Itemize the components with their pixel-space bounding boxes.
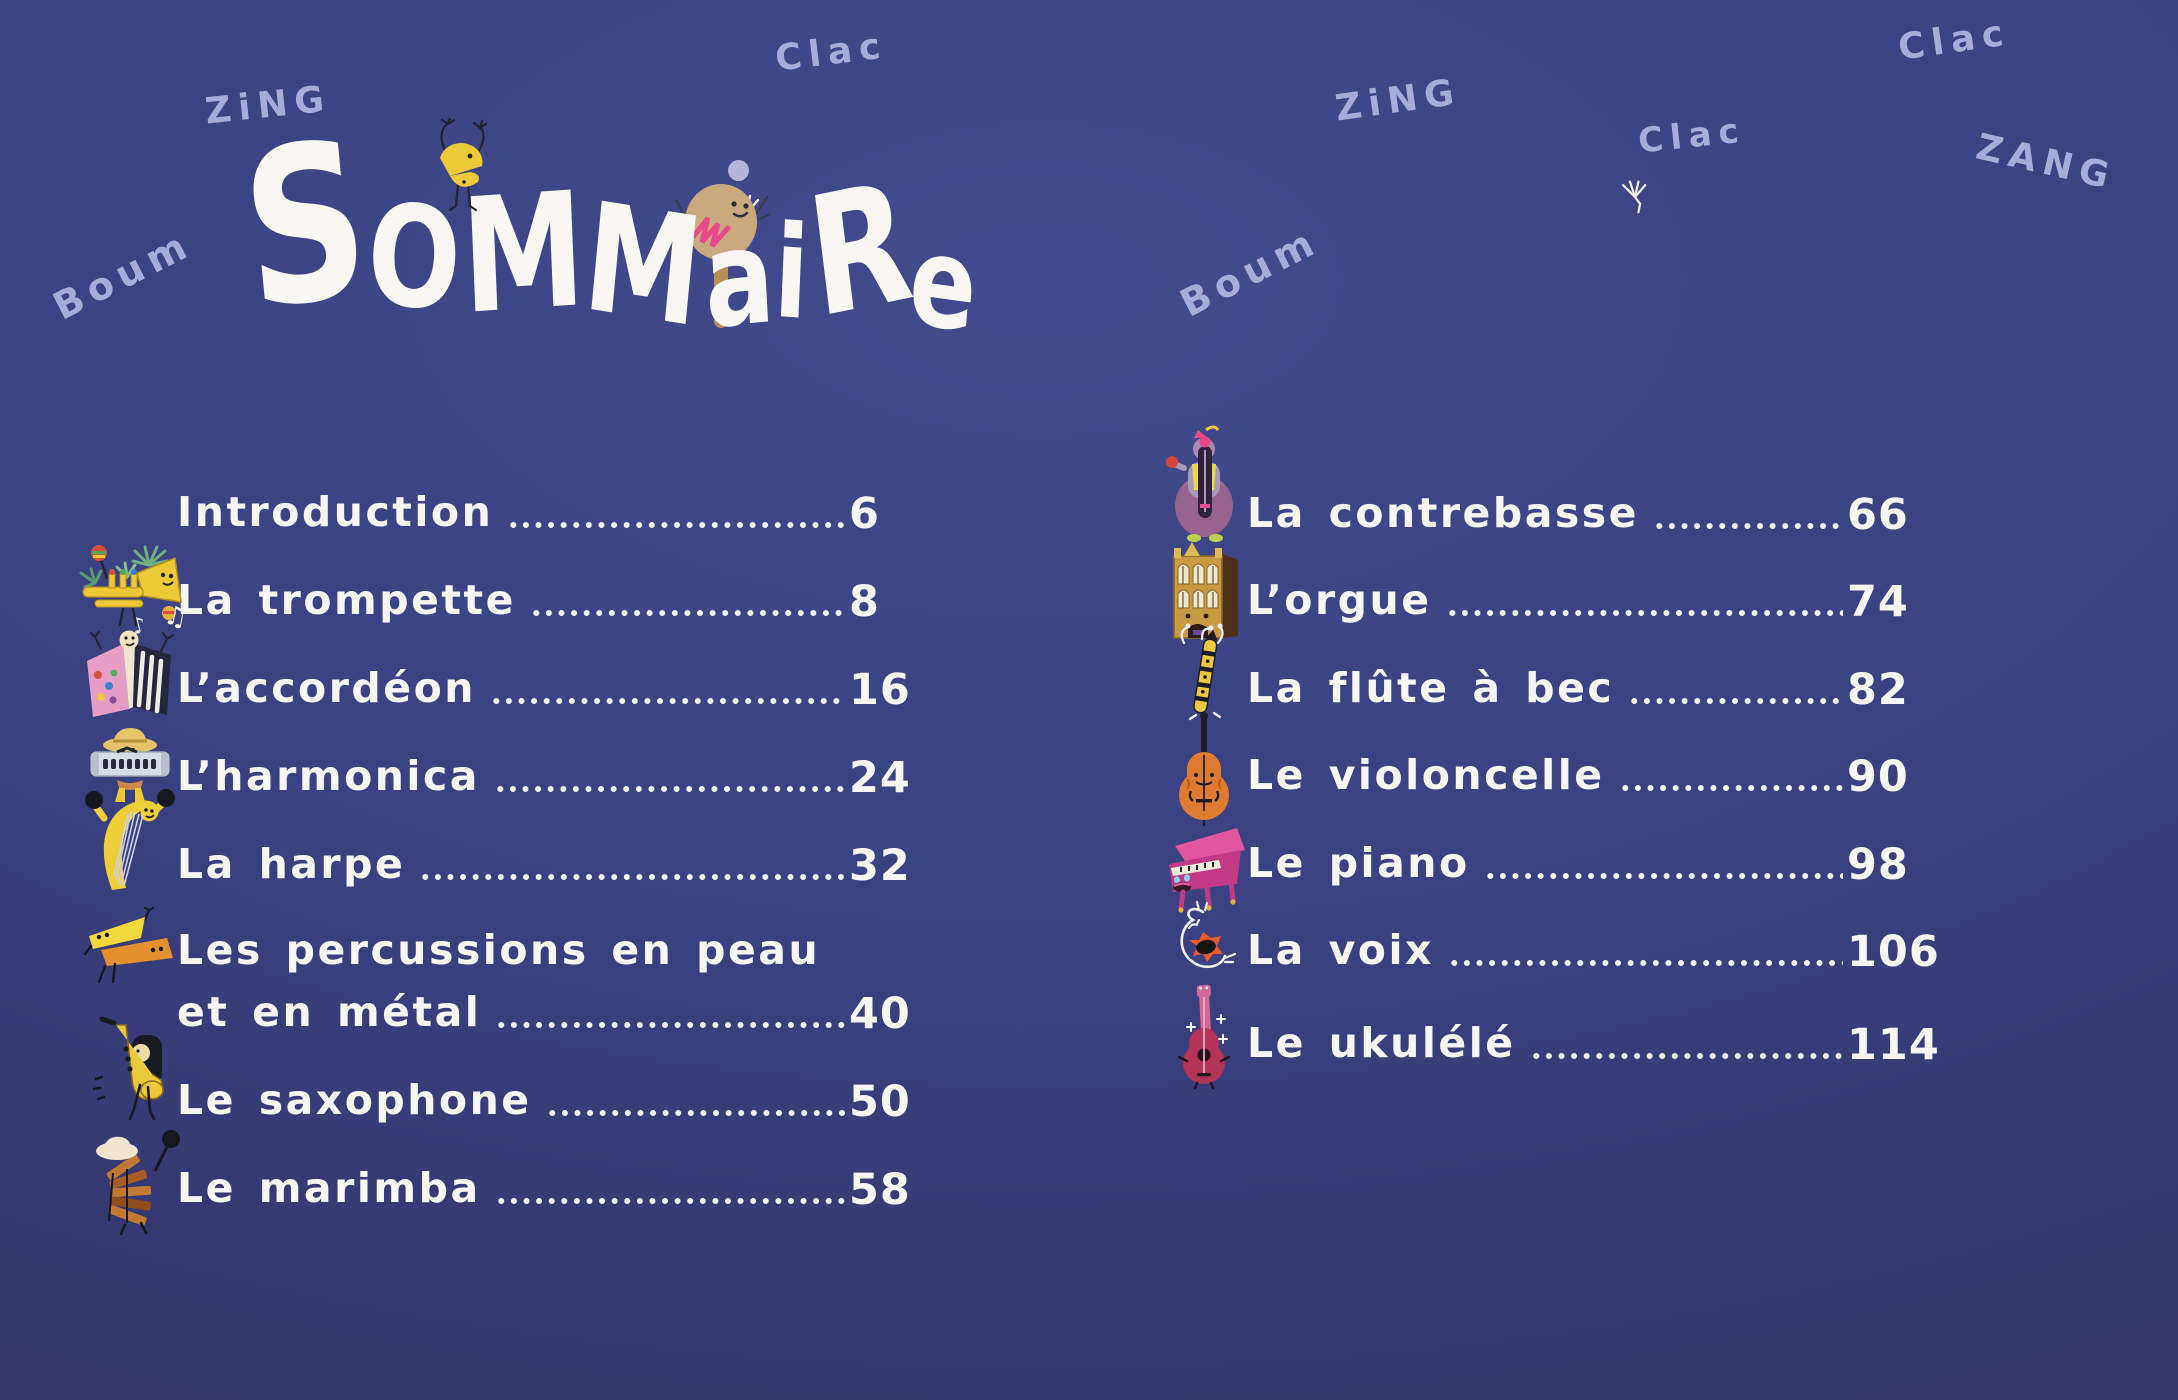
- leader-dots: [493, 784, 845, 794]
- toc-entry-label-line2: et en métal: [177, 988, 482, 1036]
- toc-entry-label: Introduction: [177, 488, 494, 536]
- trumpet-icon: [79, 543, 182, 629]
- toc-row-voix[interactable]: La voix 106: [1163, 900, 1940, 994]
- toc-entry-label: Le ukulélé: [1247, 1019, 1516, 1067]
- marimba-icon: [85, 1129, 180, 1236]
- contrebasse-icon: [1163, 422, 1247, 544]
- toc-row-violoncelle[interactable]: Le violoncelle 90: [1163, 712, 1921, 826]
- harmonica-icon: [85, 722, 177, 806]
- onomatopoeia-boum-left: Boum: [46, 221, 200, 329]
- toc-entry-label: L’harmonica: [177, 752, 480, 800]
- title-letter: M: [577, 170, 710, 362]
- leader-dots: [419, 872, 845, 882]
- toc-entry-label: Le marimba: [177, 1164, 481, 1212]
- toc-row-contrebasse[interactable]: La contrebasse 66: [1163, 425, 1921, 557]
- leader-dots: [1483, 871, 1843, 881]
- leader-dots: [1652, 521, 1843, 531]
- toc-entry-label: Le piano: [1247, 839, 1470, 887]
- onomatopoeia-boum-right: Boum: [1173, 218, 1327, 326]
- toc-entry-page: 16: [849, 665, 911, 715]
- toc-row-orgue[interactable]: L’orgue 74: [1163, 542, 1921, 644]
- toc-entry-page: 114: [1847, 1020, 1940, 1070]
- toc-entry-label: La flûte à bec: [1247, 664, 1615, 712]
- toc-entry-page: 82: [1847, 665, 1909, 715]
- leader-dots: [545, 1108, 845, 1118]
- dandelion-seed-icon: [1621, 180, 1647, 214]
- percussions-icon: [83, 907, 177, 984]
- toc-row-piano[interactable]: Le piano 98: [1163, 819, 1921, 913]
- leader-dots: [1628, 696, 1843, 706]
- toc-entry-label: La contrebasse: [1247, 489, 1639, 537]
- toc-row-introduction[interactable]: Introduction 6: [85, 468, 923, 556]
- voix-icon: [1163, 900, 1247, 986]
- saxophone-icon: [85, 1016, 177, 1129]
- toc-entry-page: 58: [849, 1165, 911, 1215]
- toc-entry-page: 6: [849, 489, 880, 539]
- toc-entry-page: 32: [849, 841, 911, 891]
- onomatopoeia-zang: ZANG: [1972, 126, 2120, 199]
- leader-dots: [1447, 958, 1843, 968]
- toc-row-harmonica[interactable]: L’harmonica 24: [85, 728, 923, 820]
- toc-entry-label: La voix: [1247, 926, 1434, 974]
- toc-entry-label: L’accordéon: [177, 664, 476, 712]
- toc-entry-page: 98: [1847, 840, 1909, 890]
- orgue-icon: [1163, 542, 1247, 642]
- onomatopoeia-clac-mid-right: Clac: [1636, 110, 1748, 162]
- toc-entry-page: 24: [849, 753, 911, 803]
- leader-dots: [507, 520, 845, 530]
- toc-entry-label: La harpe: [177, 840, 406, 888]
- toc-entry-label: L’orgue: [1247, 576, 1432, 624]
- toc-entry-page: 8: [849, 577, 880, 627]
- toc-entry-page: 40: [849, 989, 911, 1039]
- leader-dots: [529, 608, 845, 618]
- toc-row-saxophone[interactable]: Le saxophone 50: [85, 1016, 923, 1144]
- maraca-character-icon: [673, 184, 771, 328]
- leader-dots: [1618, 783, 1843, 793]
- bird-character-icon: [440, 118, 488, 212]
- leader-dots: [494, 1196, 845, 1206]
- violoncelle-icon: [1163, 711, 1247, 827]
- harp-icon: [85, 788, 177, 894]
- flute-a-bec-icon: [1163, 623, 1247, 721]
- leader-dots: [495, 1020, 845, 1030]
- toc-entry-page: 66: [1847, 490, 1909, 540]
- toc-row-trompette[interactable]: La trompette 8: [79, 545, 923, 644]
- toc-entry-label: La trompette: [177, 576, 516, 624]
- leader-dots: [1445, 608, 1843, 618]
- toc-entry-label: Les percussions en peau: [177, 926, 821, 974]
- title-letter: a: [700, 199, 779, 359]
- toc-row-percussions-line1[interactable]: Les percussions en peau: [83, 906, 923, 994]
- toc-row-marimba[interactable]: Le marimba 58: [85, 1130, 923, 1236]
- accordion-icon: [85, 627, 177, 719]
- onomatopoeia-clac-center: Clac: [772, 25, 890, 80]
- toc-entry-page: 74: [1847, 577, 1909, 627]
- ukulele-icon: [1163, 983, 1247, 1090]
- leader-dots: [489, 696, 845, 706]
- page-title: S O M M a i R e: [234, 91, 983, 361]
- toc-entry-page: 106: [1847, 927, 1940, 977]
- toc-row-accordeon[interactable]: L’accordéon 16: [85, 630, 923, 732]
- toc-row-ukulele[interactable]: Le ukulélé 114: [1163, 984, 1940, 1090]
- title-letter: e: [904, 205, 983, 361]
- toc-row-harpe[interactable]: La harpe 32: [85, 789, 923, 908]
- toc-entry-page: 50: [849, 1077, 911, 1127]
- onomatopoeia-zing-right: ZiNG: [1332, 71, 1464, 130]
- leader-dots: [1529, 1051, 1843, 1061]
- title-i-dot: [728, 160, 749, 181]
- toc-entry-page: 90: [1847, 752, 1909, 802]
- toc-entry-label: Le violoncelle: [1247, 751, 1605, 799]
- title-letter: R: [799, 145, 921, 355]
- onomatopoeia-clac-top-right: Clac: [1895, 12, 2013, 69]
- toc-row-percussions-line2[interactable]: et en métal 40: [85, 968, 923, 1056]
- title-letter: i: [771, 197, 813, 350]
- toc-entry-label: Le saxophone: [177, 1076, 532, 1124]
- title-letter: S: [233, 91, 378, 360]
- toc-row-flute[interactable]: La flûte à bec 82: [1163, 623, 1921, 732]
- piano-icon: [1163, 820, 1247, 913]
